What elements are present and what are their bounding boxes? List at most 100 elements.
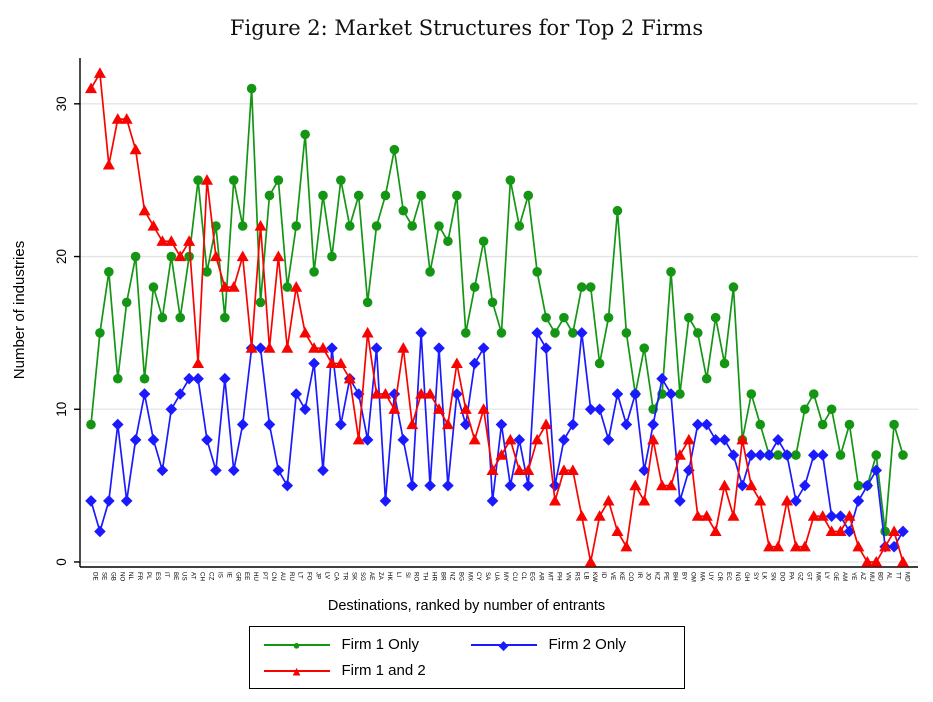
svg-text:EC: EC bbox=[725, 572, 732, 581]
legend-item-firm2-only: ◆ Firm 2 Only bbox=[470, 636, 670, 653]
svg-text:FO: FO bbox=[306, 572, 313, 581]
svg-text:AU: AU bbox=[279, 572, 286, 581]
svg-text:UY: UY bbox=[707, 572, 714, 581]
svg-text:DE: DE bbox=[92, 572, 99, 581]
svg-text:HK: HK bbox=[386, 572, 393, 581]
svg-text:NL: NL bbox=[127, 572, 134, 580]
svg-text:LI: LI bbox=[395, 572, 402, 577]
svg-text:IR: IR bbox=[636, 572, 643, 579]
svg-text:CY: CY bbox=[475, 572, 482, 581]
svg-text:SN: SN bbox=[770, 572, 777, 581]
legend-item-firm1-and-2: ▲ Firm 1 and 2 bbox=[263, 662, 463, 679]
svg-text:BD: BD bbox=[877, 572, 884, 581]
svg-text:ES: ES bbox=[154, 572, 161, 580]
legend-swatch-firm1-and-2: ▲ bbox=[263, 663, 330, 679]
svg-text:KW: KW bbox=[591, 572, 598, 582]
svg-text:SA: SA bbox=[484, 572, 491, 581]
svg-text:ID: ID bbox=[600, 572, 607, 579]
svg-text:PA: PA bbox=[788, 572, 795, 581]
svg-text:FR: FR bbox=[136, 572, 143, 581]
svg-text:RS: RS bbox=[573, 572, 580, 581]
legend: ● Firm 1 Only ◆ Firm 2 Only ▲ Firm 1 and… bbox=[248, 626, 685, 689]
triangle-marker-icon: ▲ bbox=[290, 663, 303, 678]
svg-text:GE: GE bbox=[832, 572, 839, 581]
svg-text:SY: SY bbox=[752, 572, 759, 580]
svg-text:SK: SK bbox=[350, 572, 357, 581]
svg-text:KZ: KZ bbox=[654, 572, 661, 580]
svg-text:AT: AT bbox=[190, 572, 197, 580]
svg-text:MU: MU bbox=[868, 572, 875, 582]
svg-text:JO: JO bbox=[645, 572, 652, 580]
svg-text:US: US bbox=[181, 572, 188, 581]
svg-text:ZA: ZA bbox=[377, 572, 384, 581]
svg-text:YE: YE bbox=[850, 572, 857, 580]
svg-text:BE: BE bbox=[172, 572, 179, 580]
svg-text:RO: RO bbox=[413, 572, 420, 581]
svg-text:BG: BG bbox=[457, 572, 464, 581]
svg-text:RU: RU bbox=[288, 572, 295, 581]
svg-text:SI: SI bbox=[404, 572, 411, 578]
svg-text:10: 10 bbox=[54, 402, 69, 417]
svg-text:LY: LY bbox=[823, 572, 830, 579]
svg-text:IS: IS bbox=[216, 572, 223, 578]
svg-text:GR: GR bbox=[234, 572, 241, 582]
svg-text:IT: IT bbox=[163, 572, 170, 578]
chart-area: 0 10 20 30 Number of industries DE SE GB NO NL FR P… bbox=[0, 50, 933, 598]
legend-line bbox=[470, 643, 537, 646]
svg-text:UA: UA bbox=[493, 572, 500, 581]
legend-label-firm1-and-2: Firm 1 and 2 bbox=[341, 662, 426, 679]
legend-label-firm2-only: Firm 2 Only bbox=[548, 636, 627, 653]
svg-text:TT: TT bbox=[895, 572, 902, 580]
svg-text:AR: AR bbox=[538, 572, 545, 581]
svg-text:MT: MT bbox=[547, 572, 554, 581]
svg-text:MX: MX bbox=[466, 572, 473, 581]
svg-text:LB: LB bbox=[582, 572, 589, 580]
legend-label-firm1-only: Firm 1 Only bbox=[341, 636, 420, 653]
svg-text:GH: GH bbox=[743, 572, 750, 581]
svg-text:MA: MA bbox=[698, 572, 705, 582]
svg-text:HU: HU bbox=[252, 572, 259, 581]
svg-text:BH: BH bbox=[672, 572, 679, 581]
svg-text:KE: KE bbox=[618, 572, 625, 580]
svg-text:SE: SE bbox=[100, 572, 107, 580]
svg-text:CO: CO bbox=[627, 572, 634, 581]
svg-text:CU: CU bbox=[511, 572, 518, 581]
svg-text:EG: EG bbox=[529, 572, 536, 581]
svg-text:PL: PL bbox=[145, 572, 152, 580]
diamond-marker-icon: ◆ bbox=[498, 637, 509, 652]
svg-text:TH: TH bbox=[422, 572, 429, 580]
svg-text:JP: JP bbox=[315, 572, 322, 579]
legend-line bbox=[263, 643, 330, 646]
svg-text:EE: EE bbox=[243, 572, 250, 580]
svg-text:VN: VN bbox=[564, 572, 571, 581]
svg-text:LT: LT bbox=[297, 572, 304, 579]
svg-text:TR: TR bbox=[341, 572, 348, 581]
svg-text:AL: AL bbox=[886, 572, 893, 580]
svg-text:LK: LK bbox=[761, 572, 768, 580]
svg-text:IE: IE bbox=[225, 572, 232, 578]
svg-text:0: 0 bbox=[54, 558, 69, 566]
svg-text:NO: NO bbox=[118, 572, 125, 581]
legend-item-firm1-only: ● Firm 1 Only bbox=[263, 636, 463, 653]
svg-text:PT: PT bbox=[261, 572, 268, 580]
svg-text:GT: GT bbox=[805, 572, 812, 581]
legend-swatch-firm1-only: ● bbox=[263, 637, 330, 653]
svg-text:LV: LV bbox=[324, 572, 331, 580]
svg-text:PE: PE bbox=[663, 572, 670, 580]
svg-text:AM: AM bbox=[841, 572, 848, 581]
svg-text:BR: BR bbox=[440, 572, 447, 581]
svg-text:Number of industries: Number of industries bbox=[11, 241, 28, 379]
svg-text:CN: CN bbox=[270, 572, 277, 581]
svg-text:NZ: NZ bbox=[448, 572, 455, 580]
circle-marker-icon: ● bbox=[292, 637, 301, 652]
svg-text:GZ: GZ bbox=[796, 572, 803, 581]
svg-text:AE: AE bbox=[368, 572, 375, 580]
svg-text:AZ: AZ bbox=[859, 572, 866, 580]
svg-text:CH: CH bbox=[199, 572, 206, 581]
svg-text:MD: MD bbox=[904, 572, 911, 582]
legend-line bbox=[263, 669, 330, 672]
svg-text:MK: MK bbox=[814, 572, 821, 582]
svg-text:BY: BY bbox=[680, 572, 687, 580]
svg-text:PH: PH bbox=[556, 572, 563, 581]
